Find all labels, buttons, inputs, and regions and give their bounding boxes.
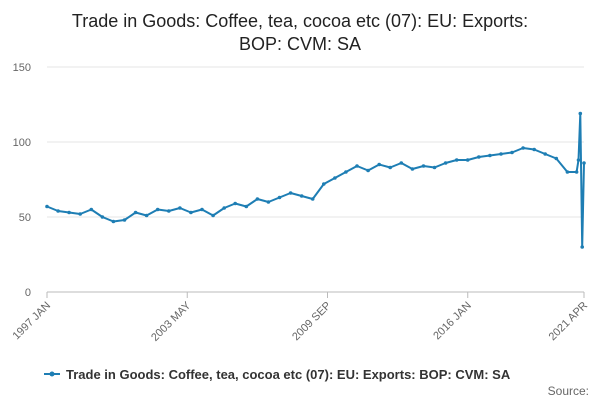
source-label: Source: [548, 384, 589, 398]
data-point [211, 213, 215, 218]
data-point [67, 210, 71, 215]
data-point [399, 161, 404, 165]
data-point [45, 204, 49, 209]
y-tick-label: 150 [13, 62, 31, 74]
x-tick-label: 2009 SEP [290, 300, 334, 344]
data-point [255, 197, 260, 201]
data-point [443, 161, 448, 165]
x-tick-label: 1997 JAN [10, 300, 53, 343]
data-point [178, 206, 182, 210]
plot-area [45, 111, 586, 249]
data-point [582, 161, 586, 165]
data-point [465, 158, 470, 162]
data-point [277, 195, 282, 200]
data-point [288, 191, 293, 195]
legend-label: Trade in Goods: Coffee, tea, cocoa etc (… [66, 367, 511, 382]
data-point [56, 209, 60, 213]
data-point [432, 165, 437, 170]
data-point [322, 182, 326, 186]
x-tick-label: 2021 APR [547, 300, 591, 344]
data-point [100, 215, 105, 219]
x-tick-label: 2003 MAY [149, 299, 194, 344]
data-point [454, 158, 459, 162]
data-point [576, 158, 581, 162]
data-point [344, 170, 348, 174]
data-point [222, 206, 226, 210]
data-point [377, 162, 382, 167]
data-point [355, 164, 359, 168]
data-point [78, 212, 82, 216]
data-point [477, 155, 481, 159]
data-point [122, 218, 127, 222]
data-point [133, 210, 138, 215]
data-point [200, 207, 204, 212]
data-point [167, 209, 171, 213]
legend: Trade in Goods: Coffee, tea, cocoa etc (… [44, 367, 511, 382]
data-point [521, 146, 525, 150]
data-point [543, 152, 547, 156]
data-point [144, 213, 149, 218]
data-point [488, 153, 492, 158]
y-tick-label: 100 [13, 137, 31, 149]
data-point [155, 207, 160, 212]
data-point [233, 201, 237, 206]
y-tick-label: 0 [25, 287, 31, 299]
series-line [46, 112, 585, 248]
data-point [388, 165, 393, 170]
data-point [366, 168, 370, 173]
data-point [189, 210, 193, 215]
data-point [499, 152, 503, 156]
data-point [266, 200, 271, 204]
data-point [111, 219, 116, 224]
data-point [299, 194, 304, 198]
x-tick-label: 2016 JAN [431, 300, 474, 343]
data-point [333, 176, 337, 180]
data-point [532, 147, 536, 152]
data-point [421, 164, 426, 168]
data-point [310, 197, 315, 201]
chart-title-line2: BOP: CVM: SA [239, 34, 361, 54]
y-tick-label: 50 [19, 212, 31, 224]
data-point [578, 111, 583, 116]
chart-title-line1: Trade in Goods: Coffee, tea, cocoa etc (… [72, 11, 528, 31]
y-axis: 0 50 100 150 [13, 62, 31, 299]
data-point [510, 150, 514, 155]
data-point [580, 245, 584, 249]
data-point [410, 167, 415, 171]
data-point [89, 207, 94, 212]
data-point [574, 170, 579, 174]
data-point [565, 170, 570, 174]
legend-point-marker [49, 371, 55, 377]
data-point [554, 156, 559, 161]
gridlines [47, 66, 584, 293]
x-axis: 1997 JAN 2003 MAY 2009 SEP 2016 JAN 2021 APR [10, 292, 590, 344]
data-point [244, 204, 249, 209]
